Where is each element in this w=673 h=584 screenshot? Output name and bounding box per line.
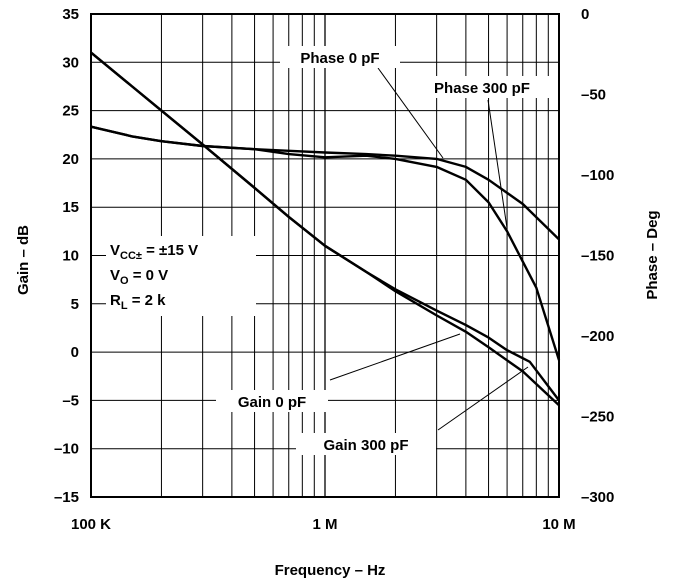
x-axis-ticks: 100 K 1 M 10 M <box>71 516 576 533</box>
annotation-leaders <box>329 67 529 431</box>
y2-tick-label: –50 <box>581 87 606 104</box>
y-tick-label: 15 <box>62 199 79 216</box>
series-line-phase-300-pf <box>90 125 561 361</box>
y2-tick-label: –250 <box>581 409 614 426</box>
left-axis-ticks: 35 30 25 20 15 10 5 0 –5 –10 –15 <box>54 6 79 506</box>
label-bg <box>296 433 436 455</box>
y-tick-label: –10 <box>54 441 79 458</box>
right-axis-ticks: 0 –50 –100 –150 –200 –250 –300 <box>581 6 614 506</box>
x-tick-label: 100 K <box>71 516 111 533</box>
y2-tick-label: –300 <box>581 489 614 506</box>
label-gain-300pf: Gain 300 pF <box>323 437 408 454</box>
condition-vcc: VCC± = ±15 V <box>110 242 198 262</box>
condition-rl: RL = 2 k <box>110 292 166 312</box>
y-tick-label: –15 <box>54 489 79 506</box>
label-phase-0pf: Phase 0 pF <box>300 50 379 67</box>
y-tick-label: 25 <box>62 103 79 120</box>
y2-tick-label: –100 <box>581 167 614 184</box>
leader-phase-0pf <box>377 67 444 159</box>
y-tick-label: 5 <box>71 296 79 313</box>
conditions-bg <box>106 236 256 316</box>
x-tick-label: 10 M <box>542 516 575 533</box>
y2-tick-label: –150 <box>581 248 614 265</box>
label-bg <box>410 76 554 98</box>
y-tick-label: 30 <box>62 54 79 71</box>
leader-phase-300pf <box>487 99 508 229</box>
label-phase-300pf: Phase 300 pF <box>434 80 530 97</box>
y2-axis-title: Phase – Deg <box>644 210 661 299</box>
y-tick-label: 0 <box>71 344 79 361</box>
label-bg <box>280 46 400 68</box>
y-tick-label: 35 <box>62 6 79 23</box>
series-line-gain-300-pf <box>90 51 560 402</box>
y-tick-label: 20 <box>62 151 79 168</box>
x-axis-title: Frequency – Hz <box>275 562 386 579</box>
label-gain-0pf: Gain 0 pF <box>238 394 306 411</box>
leader-gain-0pf <box>329 333 461 381</box>
series-lines <box>90 51 561 407</box>
label-bg <box>216 390 328 412</box>
leader-gain-300pf <box>437 366 529 431</box>
y-axis-title: Gain – dB <box>15 225 32 295</box>
y-tick-label: –5 <box>62 392 79 409</box>
plot-frame <box>90 13 560 498</box>
y2-tick-label: –200 <box>581 328 614 345</box>
condition-vo: VO = 0 V <box>110 267 168 287</box>
y-tick-label: 10 <box>62 248 79 265</box>
x-tick-label: 1 M <box>312 516 337 533</box>
y2-tick-label: 0 <box>581 6 589 23</box>
